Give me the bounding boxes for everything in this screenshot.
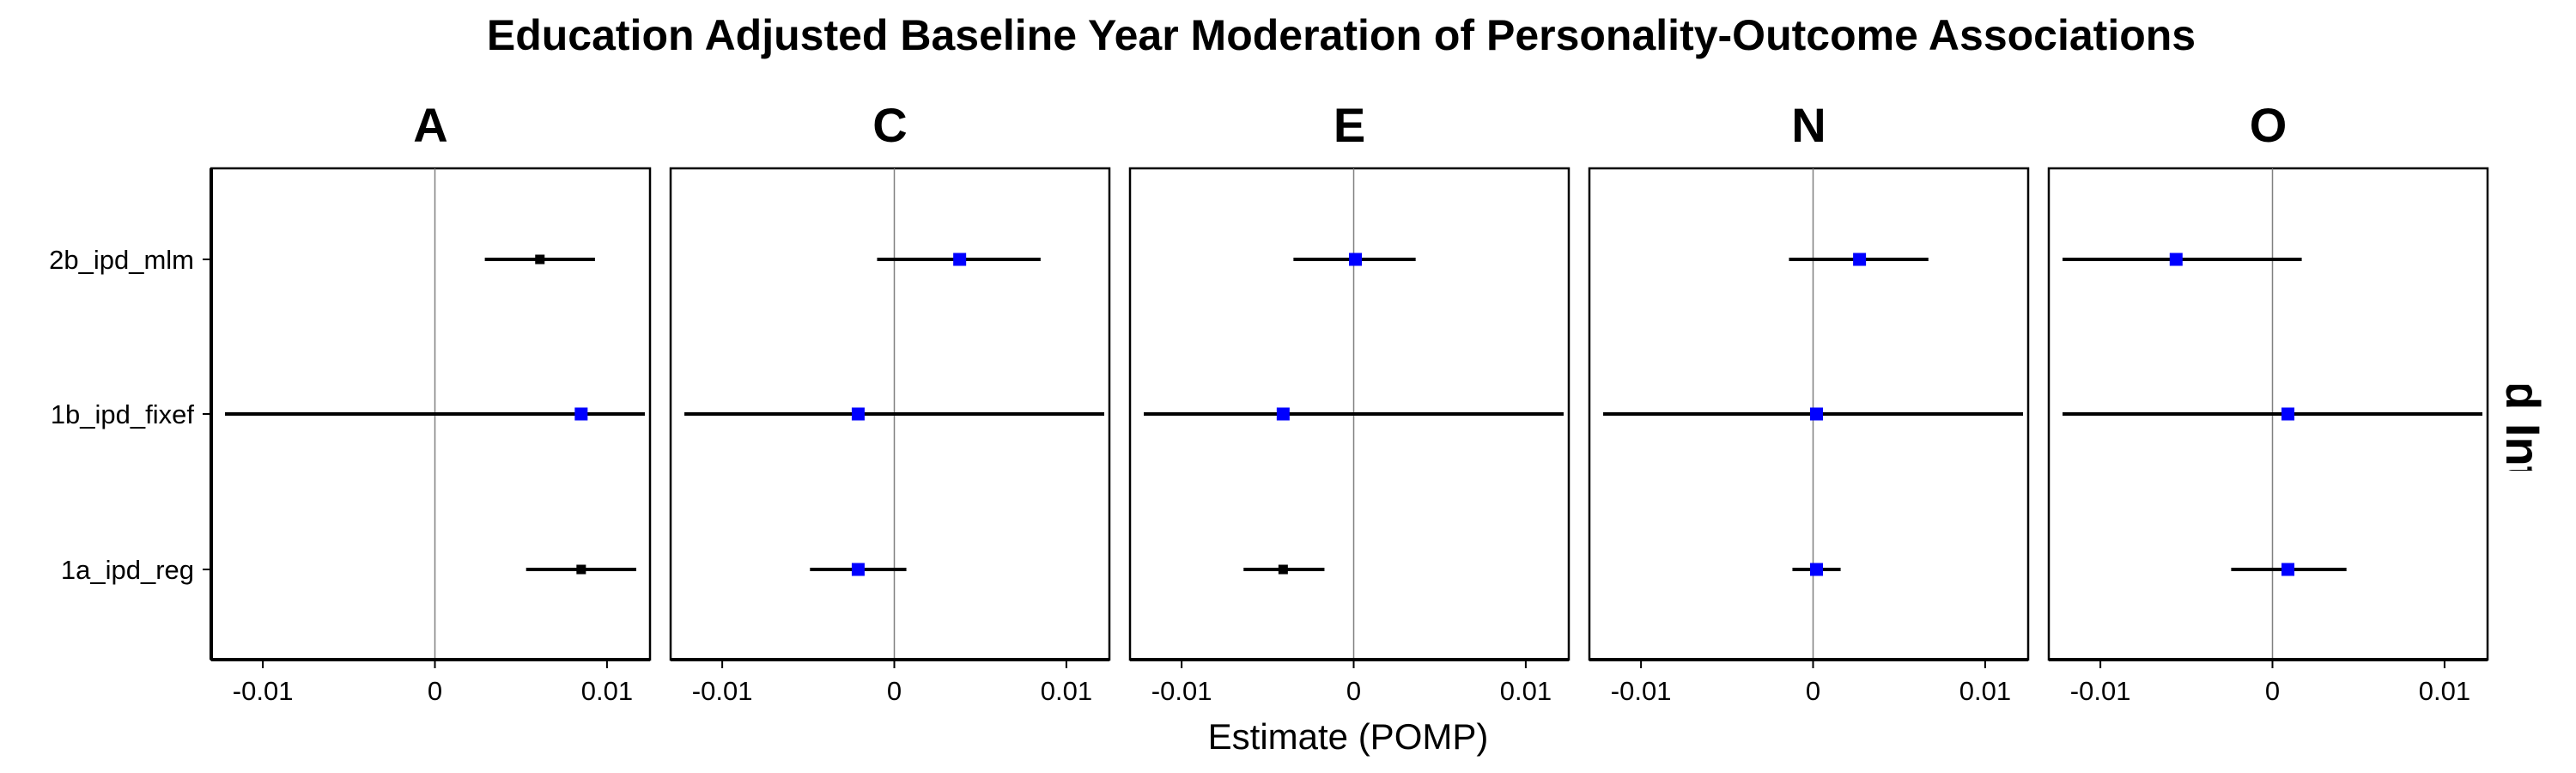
estimate-point (1276, 407, 1290, 421)
facet-panel-O: O -0.01 0 0.01 (2047, 98, 2489, 706)
y-axis-labels: 2b_ipd_mlm 1b_ipd_fixef 1a_ipd_reg (49, 168, 213, 660)
x-tick-label: 0.01 (1041, 676, 1092, 706)
facet-title: C (872, 98, 907, 152)
estimate-point (1278, 564, 1288, 575)
x-tick-label: 0 (2265, 676, 2280, 706)
facet-title: N (1791, 98, 1826, 152)
x-tick-label: -0.01 (1611, 676, 1672, 706)
x-axis-title: Estimate (POMP) (1208, 716, 1489, 757)
facets: A -0.01 0 0.01 C -0.01 0 0.01 E -0.01 0 0.01 N -0.01 0… (210, 98, 2489, 706)
x-tick-label: 0.01 (2419, 676, 2470, 706)
x-tick-label: 0 (428, 676, 442, 706)
facet-panel-N: N -0.01 0 0.01 (1588, 98, 2030, 706)
facet-title: E (1334, 98, 1365, 152)
estimate-point (1810, 563, 1824, 576)
y-tick-label: 1a_ipd_reg (61, 555, 194, 585)
estimate-point (851, 407, 865, 421)
x-tick-label: -0.01 (233, 676, 294, 706)
x-tick-label: 0.01 (581, 676, 633, 706)
estimate-point (2281, 407, 2295, 421)
x-tick-label: 0 (1806, 676, 1820, 706)
estimate-point (574, 407, 588, 421)
estimate-point (2169, 253, 2183, 266)
x-tick-label: -0.01 (692, 676, 753, 706)
facet-title: O (2250, 98, 2287, 152)
estimate-point (576, 564, 586, 575)
estimate-point (1810, 407, 1824, 421)
estimate-point (535, 254, 545, 265)
estimate-point (2281, 563, 2295, 576)
x-tick-label: -0.01 (1151, 676, 1212, 706)
x-tick-label: 0.01 (1959, 676, 2011, 706)
x-tick-label: -0.01 (2070, 676, 2131, 706)
facet-title: A (413, 98, 447, 152)
facet-panel-C: C -0.01 0 0.01 (669, 98, 1111, 706)
estimate-point (1853, 253, 1867, 266)
estimate-point (1349, 253, 1363, 266)
y-tick-label: 1b_ipd_fixef (51, 399, 195, 429)
facet-panel-A: A -0.01 0 0.01 (210, 98, 652, 706)
estimate-point (851, 563, 865, 576)
chart-title: Education Adjusted Baseline Year Moderat… (487, 11, 2196, 59)
x-tick-label: 0 (887, 676, 902, 706)
facet-strip: Crystallized Intelligence (2496, 140, 2550, 688)
estimate-point (953, 253, 967, 266)
x-tick-label: 0.01 (1500, 676, 1552, 706)
y-tick-label: 2b_ipd_mlm (49, 245, 194, 275)
x-tick-label: 0 (1346, 676, 1361, 706)
facet-strip-label: Crystallized Intelligence (2496, 140, 2550, 688)
facet-panel-E: E -0.01 0 0.01 (1128, 98, 1571, 706)
